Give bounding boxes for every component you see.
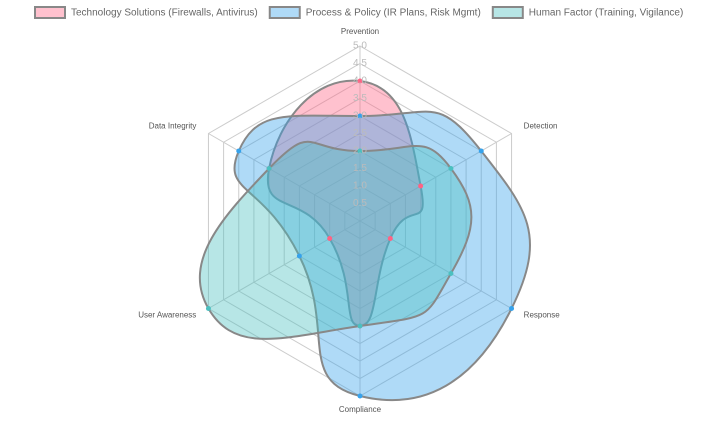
spoke	[208, 220, 361, 309]
legend-item: Technology Solutions (Firewalls, Antivir…	[34, 6, 258, 19]
legend-item: Human Factor (Training, Vigilance)	[491, 6, 684, 19]
axis-label: Compliance	[339, 405, 382, 414]
r-tick-label: 1.0	[353, 181, 367, 192]
legend-item: Process & Policy (IR Plans, Risk Mgmt)	[268, 6, 481, 19]
data-point	[418, 183, 424, 189]
r-tick-label: 5.0	[353, 41, 367, 52]
data-point	[357, 393, 363, 399]
r-tick-label: 1.5	[353, 163, 367, 174]
spoke	[359, 133, 512, 222]
data-point	[387, 236, 393, 241]
data-point	[357, 113, 363, 119]
legend-label: Technology Solutions (Firewalls, Antivir…	[71, 8, 258, 19]
data-point	[357, 323, 363, 329]
data-point	[266, 166, 272, 171]
r-tick-label: 2.5	[353, 128, 367, 139]
data-point	[357, 148, 363, 154]
r-tick-label: 3.5	[353, 93, 367, 104]
data-point	[236, 148, 242, 154]
axis-label: Prevention	[341, 27, 379, 36]
r-tick-label: 3.0	[353, 111, 367, 122]
data-point	[448, 166, 454, 171]
legend-label: Process & Policy (IR Plans, Risk Mgmt)	[306, 8, 481, 19]
spoke	[359, 220, 512, 309]
data-point	[478, 148, 484, 154]
axis-label: Detection	[524, 122, 558, 131]
data-point	[357, 78, 363, 84]
legend-label: Human Factor (Training, Vigilance)	[529, 8, 684, 19]
data-point	[509, 306, 515, 311]
data-point	[448, 271, 454, 276]
legend-swatch	[268, 6, 301, 19]
data-point	[296, 253, 302, 259]
r-tick-label: 2.0	[353, 146, 367, 157]
spoke	[208, 133, 361, 222]
legend-swatch	[491, 6, 524, 19]
axis-label: User Awareness	[138, 311, 196, 320]
data-point	[327, 236, 333, 241]
r-tick-label: 0.5	[353, 198, 367, 209]
axis-label: Data Integrity	[149, 122, 197, 131]
r-tick-label: 4.0	[353, 76, 367, 87]
data-point	[205, 306, 211, 311]
axis-label: Response	[524, 311, 561, 320]
r-tick-label: 4.5	[353, 58, 367, 69]
legend-swatch	[34, 6, 66, 19]
